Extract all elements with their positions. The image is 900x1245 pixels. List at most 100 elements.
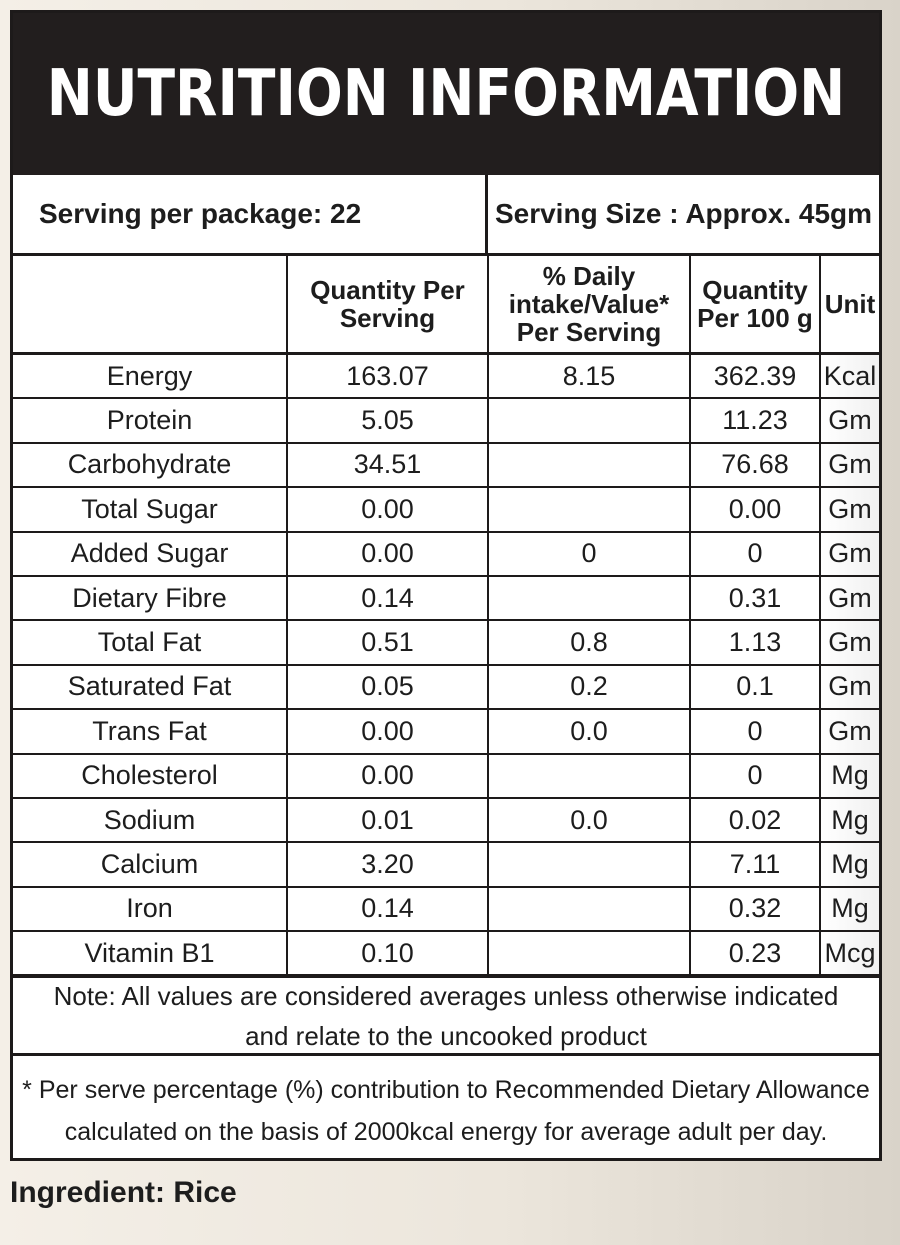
quantity-per-serving-cell: 5.05 <box>287 398 489 444</box>
serving-size: Serving Size : Approx. 45gm <box>494 198 873 229</box>
footnote: * Per serve percentage (%) contribution … <box>13 1056 879 1166</box>
daily-intake-cell <box>488 398 691 444</box>
table-row: Cholesterol 0.00 0 Mg <box>13 753 879 799</box>
nutrient-name-cell: Trans Fat <box>13 709 288 755</box>
nutrient-name-cell: Protein <box>13 398 288 444</box>
daily-intake-cell: 0.0 <box>488 709 691 755</box>
quantity-per-100g-cell: 0 <box>690 709 821 755</box>
table-row: Dietary Fibre 0.14 0.31 Gm <box>13 575 879 622</box>
daily-intake-cell: 0.0 <box>488 797 691 844</box>
table-row: Sodium 0.01 0.0 0.02 Mg <box>13 797 879 844</box>
daily-intake-cell: 0.8 <box>488 620 691 666</box>
table-row: Saturated Fat 0.05 0.2 0.1 Gm <box>13 664 879 711</box>
unit-cell: Gm <box>820 487 879 533</box>
footnote-line-2: calculated on the basis of 2000kcal ener… <box>64 1118 828 1147</box>
unit-cell: Mg <box>820 753 879 799</box>
quantity-per-serving-cell: 0.05 <box>287 664 489 711</box>
unit-cell: Gm <box>820 531 879 577</box>
nutrient-name-cell: Iron <box>13 886 288 933</box>
unit-cell: Gm <box>820 664 879 711</box>
quantity-per-serving-cell: 0.00 <box>287 531 489 577</box>
quantity-per-serving-cell: 0.00 <box>287 709 489 755</box>
quantity-per-serving-cell: 0.00 <box>287 487 489 533</box>
quantity-per-serving-cell: 163.07 <box>287 353 489 400</box>
header-quantity-per-serving: Quantity Per Serving <box>287 256 489 355</box>
quantity-per-serving-cell: 0.00 <box>287 753 489 799</box>
table-row: Added Sugar 0.00 0 0 Gm <box>13 531 879 577</box>
footnote-line-1: * Per serve percentage (%) contribution … <box>22 1076 870 1105</box>
unit-cell: Gm <box>820 620 879 666</box>
quantity-per-100g-cell: 1.13 <box>690 620 821 666</box>
serving-per-package: Serving per package: 22 <box>13 175 488 253</box>
unit-cell: Gm <box>820 709 879 755</box>
nutrient-name-cell: Added Sugar <box>13 531 288 577</box>
unit-cell: Gm <box>820 398 879 444</box>
quantity-per-100g-cell: 0.32 <box>690 886 821 933</box>
quantity-per-100g-cell: 0.1 <box>690 664 821 711</box>
unit-cell: Kcal <box>820 353 879 400</box>
quantity-per-100g-cell: 0.02 <box>690 797 821 844</box>
unit-cell: Mg <box>820 842 879 888</box>
nutrition-panel: NUTRITION INFORMATION Serving per packag… <box>10 10 882 1161</box>
unit-cell: Gm <box>820 575 879 622</box>
table-row: Vitamin B1 0.10 0.23 Mcg <box>13 931 879 977</box>
table-row: Trans Fat 0.00 0.0 0 Gm <box>13 709 879 755</box>
daily-intake-cell <box>488 886 691 933</box>
header-nutrient <box>13 256 288 355</box>
nutrient-name-cell: Total Fat <box>13 620 288 666</box>
ingredient-label: Ingredient: Rice <box>10 1176 237 1209</box>
table-row: Total Sugar 0.00 0.00 Gm <box>13 487 879 533</box>
page-title: NUTRITION INFORMATION <box>47 13 845 175</box>
averages-note: Note: All values are considered averages… <box>13 976 879 1057</box>
quantity-per-100g-cell: 0.31 <box>690 575 821 622</box>
table-body: Energy 163.07 8.15 362.39 Kcal Protein 5.05 11.… <box>13 353 879 977</box>
table-row: Protein 5.05 11.23 Gm <box>13 398 879 444</box>
quantity-per-100g-cell: 0.23 <box>690 931 821 977</box>
unit-cell: Mg <box>820 797 879 844</box>
unit-cell: Gm <box>820 442 879 489</box>
quantity-per-serving-cell: 0.01 <box>287 797 489 844</box>
header-quantity-per-100g: Quantity Per 100 g <box>690 256 821 355</box>
nutrient-name-cell: Carbohydrate <box>13 442 288 489</box>
quantity-per-serving-cell: 0.14 <box>287 886 489 933</box>
quantity-per-100g-cell: 0 <box>690 531 821 577</box>
quantity-per-serving-cell: 34.51 <box>287 442 489 489</box>
table-row: Carbohydrate 34.51 76.68 Gm <box>13 442 879 489</box>
quantity-per-100g-cell: 362.39 <box>690 353 821 400</box>
daily-intake-cell: 0 <box>488 531 691 577</box>
quantity-per-serving-cell: 3.20 <box>287 842 489 888</box>
title-bar: NUTRITION INFORMATION <box>13 13 879 175</box>
daily-intake-cell <box>488 487 691 533</box>
daily-intake-cell: 0.2 <box>488 664 691 711</box>
quantity-per-100g-cell: 11.23 <box>690 398 821 444</box>
quantity-per-100g-cell: 0.00 <box>690 487 821 533</box>
table-row: Total Fat 0.51 0.8 1.13 Gm <box>13 620 879 666</box>
quantity-per-serving-cell: 0.51 <box>287 620 489 666</box>
nutrition-table: Quantity Per Serving % Daily intake/Valu… <box>13 256 879 977</box>
nutrient-name-cell: Calcium <box>13 842 288 888</box>
quantity-per-100g-cell: 76.68 <box>690 442 821 489</box>
daily-intake-cell <box>488 842 691 888</box>
daily-intake-cell <box>488 575 691 622</box>
header-unit: Unit <box>820 256 879 355</box>
nutrient-name-cell: Sodium <box>13 797 288 844</box>
quantity-per-100g-cell: 0 <box>690 753 821 799</box>
table-row: Calcium 3.20 7.11 Mg <box>13 842 879 888</box>
quantity-per-100g-cell: 7.11 <box>690 842 821 888</box>
nutrient-name-cell: Energy <box>13 353 288 400</box>
quantity-per-serving-cell: 0.14 <box>287 575 489 622</box>
daily-intake-cell <box>488 442 691 489</box>
nutrient-name-cell: Saturated Fat <box>13 664 288 711</box>
note-line-2: and relate to the uncooked product <box>245 1020 647 1051</box>
nutrient-name-cell: Total Sugar <box>13 487 288 533</box>
unit-cell: Mcg <box>820 931 879 977</box>
table-row: Iron 0.14 0.32 Mg <box>13 886 879 933</box>
note-line-1: Note: All values are considered averages… <box>53 980 839 1011</box>
nutrient-name-cell: Cholesterol <box>13 753 288 799</box>
nutrient-name-cell: Vitamin B1 <box>13 931 288 977</box>
table-header-row: Quantity Per Serving % Daily intake/Valu… <box>13 256 879 355</box>
daily-intake-cell <box>488 931 691 977</box>
quantity-per-serving-cell: 0.10 <box>287 931 489 977</box>
header-daily-intake: % Daily intake/Value* Per Serving <box>488 256 691 355</box>
nutrient-name-cell: Dietary Fibre <box>13 575 288 622</box>
